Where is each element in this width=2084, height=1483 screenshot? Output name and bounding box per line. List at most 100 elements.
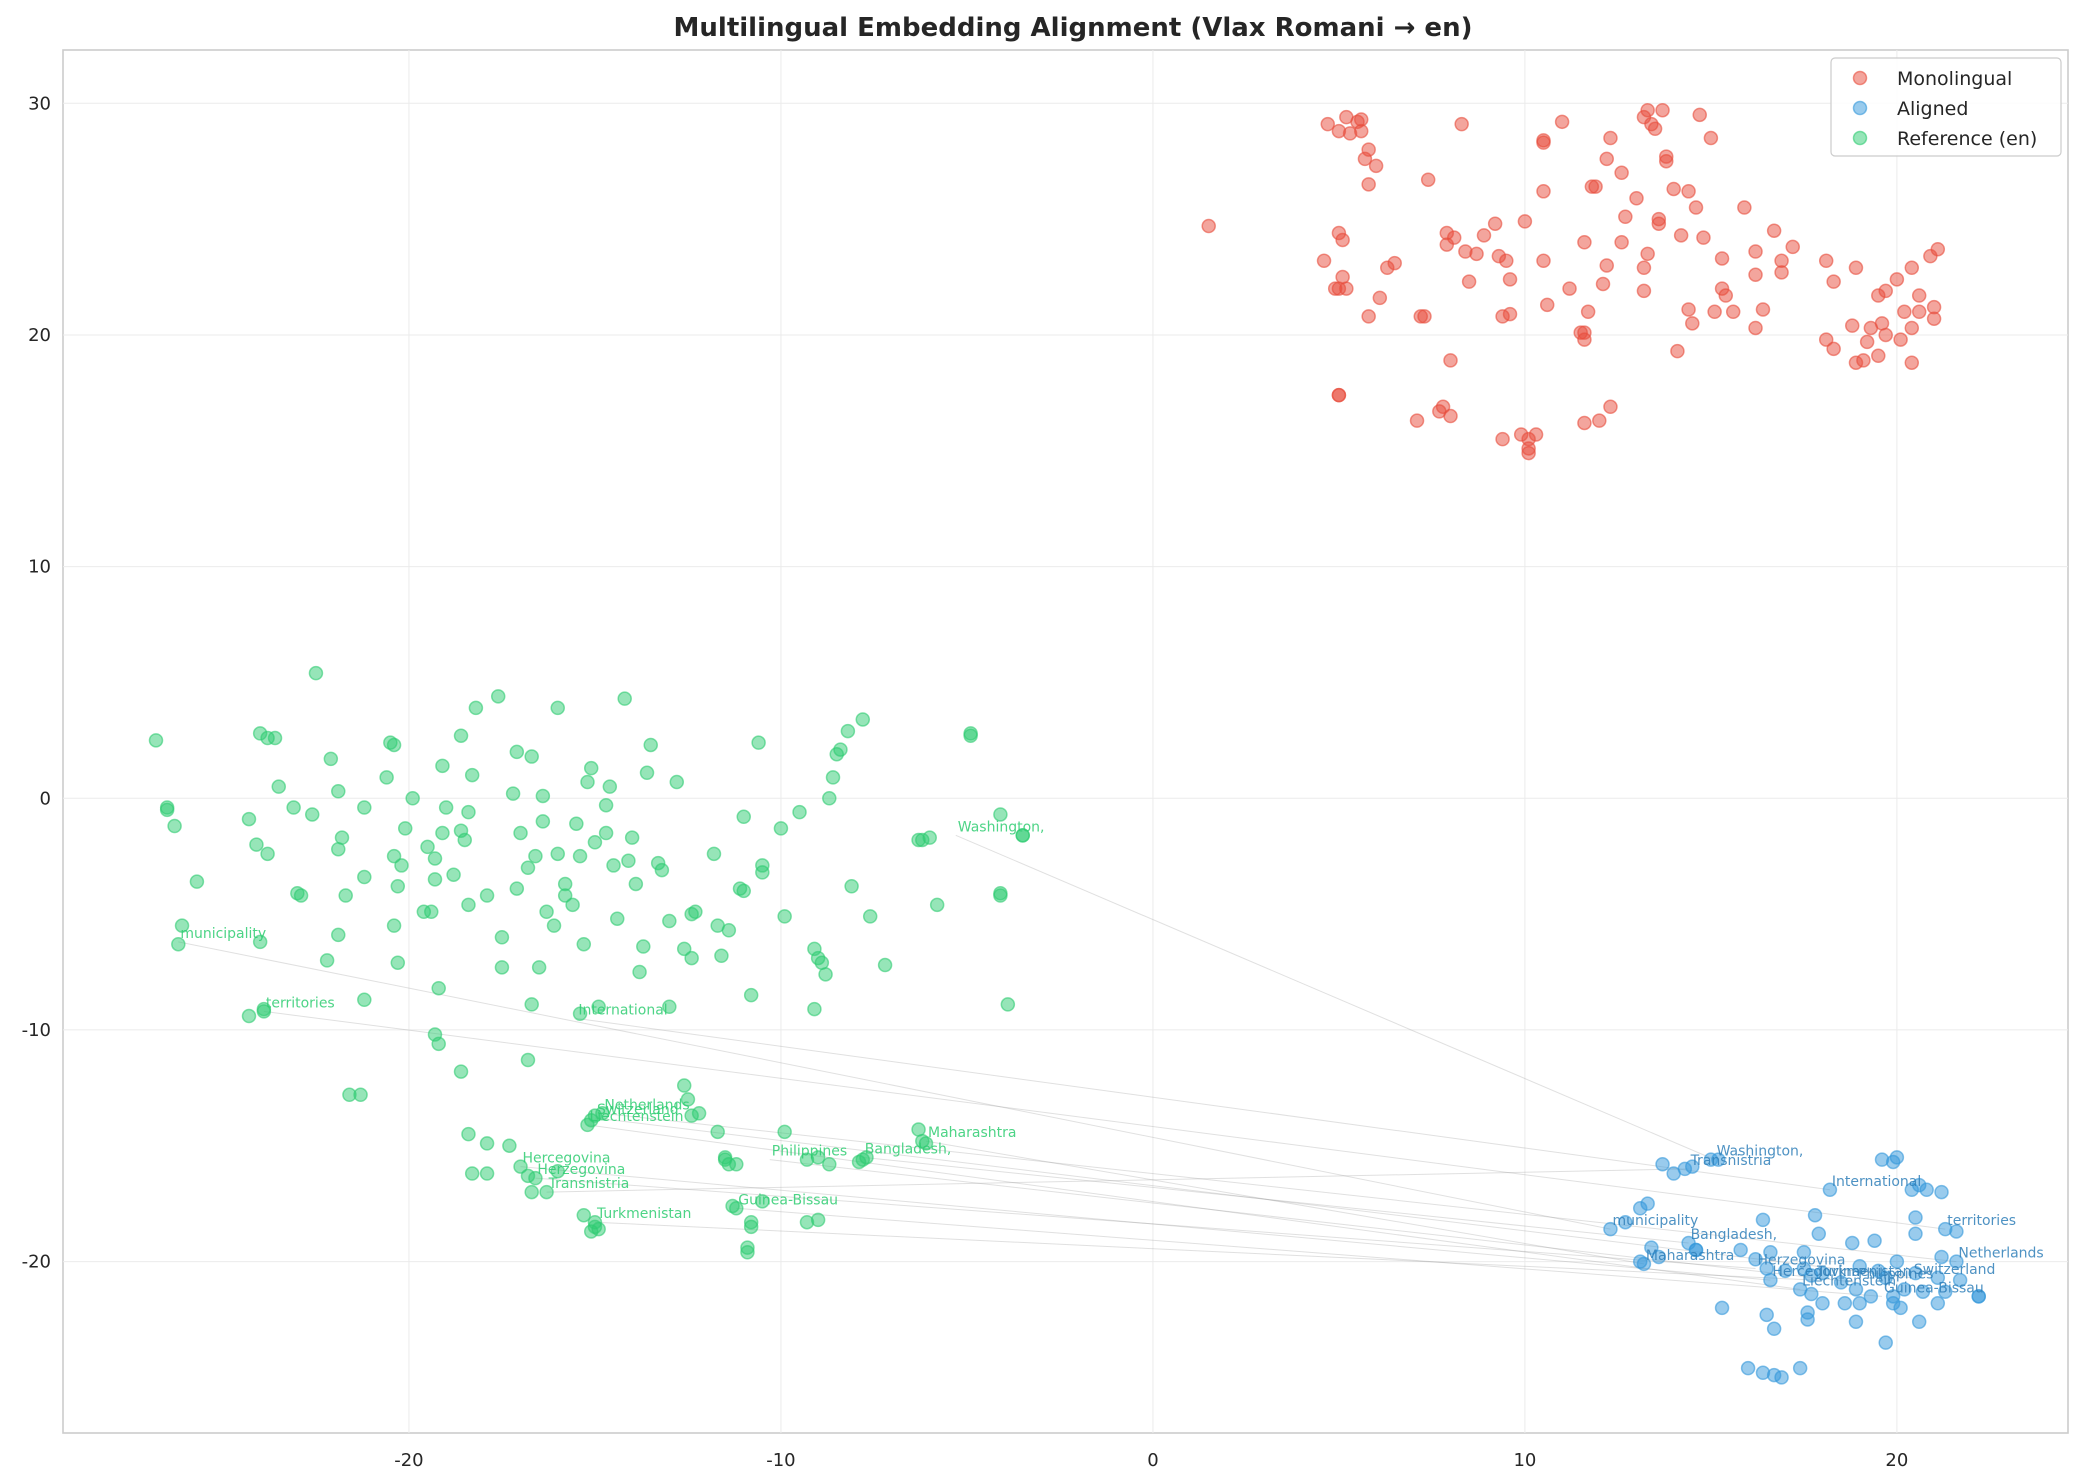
data-point (1897, 1282, 1912, 1297)
reference-point-label: territories (266, 995, 335, 1011)
data-point (810, 1212, 826, 1228)
data-point (840, 723, 856, 739)
data-point (602, 779, 618, 794)
data-point (1740, 1360, 1756, 1376)
data-point (572, 848, 588, 864)
reference-point-label: Guinea-Bissau (738, 1192, 838, 1208)
data-point (1792, 1360, 1808, 1376)
reference-point-label: Herzegovina (537, 1162, 625, 1178)
data-point (676, 1078, 692, 1093)
data-point (1878, 327, 1893, 343)
data-point (1618, 209, 1633, 225)
data-point (1848, 355, 1864, 370)
data-point (710, 1124, 725, 1140)
data-point (929, 897, 945, 913)
y-tick-label: 20 (28, 325, 51, 346)
data-point (1878, 283, 1893, 299)
data-point (606, 858, 621, 873)
data-point (390, 879, 406, 894)
data-point (1443, 408, 1458, 424)
data-point (1599, 151, 1614, 167)
data-point (524, 1184, 539, 1200)
aligned-point-label: Switzerland (1914, 1262, 1996, 1278)
data-point (446, 867, 461, 882)
data-point (565, 897, 580, 913)
data-point (1871, 348, 1886, 364)
reference-point-label: Netherlands (604, 1097, 689, 1113)
data-point (1885, 1289, 1901, 1304)
data-point (509, 744, 525, 760)
data-point (717, 1152, 733, 1167)
data-point (1487, 216, 1503, 231)
aligned-point-label: territories (1947, 1213, 2016, 1229)
reference-point-label: Turkmenistan (596, 1206, 691, 1222)
data-point (1469, 246, 1484, 262)
data-point (1461, 274, 1477, 289)
data-point (331, 784, 346, 799)
data-point (1517, 214, 1533, 229)
data-point (1409, 413, 1425, 428)
data-point (684, 950, 699, 966)
data-point (1655, 1157, 1670, 1172)
data-point (639, 765, 655, 781)
data-point (1718, 288, 1734, 303)
data-point (1685, 1159, 1700, 1174)
data-point (1711, 1152, 1726, 1167)
data-point (539, 904, 554, 920)
data-point (286, 800, 301, 815)
reference-point-label: Maharashtra (928, 1125, 1016, 1141)
data-point (1539, 297, 1555, 313)
data-point (1554, 114, 1570, 130)
data-point (1934, 1184, 1949, 1200)
data-point (271, 779, 287, 794)
data-point (691, 1106, 707, 1121)
data-point (1748, 1252, 1763, 1267)
data-point (397, 821, 413, 836)
data-point (256, 1001, 272, 1017)
data-point (1911, 288, 1927, 303)
data-point (1893, 332, 1908, 347)
aligned-point-label: Netherlands (1958, 1246, 2043, 1262)
data-point (1807, 1207, 1823, 1223)
data-point (1949, 1254, 1964, 1269)
data-point (1361, 177, 1376, 192)
data-point (1759, 1307, 1774, 1323)
data-point (583, 760, 599, 776)
data-point (1908, 1210, 1923, 1225)
data-point (1889, 1150, 1905, 1165)
aligned-point-label: Herzegovina (1758, 1253, 1846, 1269)
data-point (1495, 431, 1510, 447)
data-point (308, 665, 324, 681)
plot-area: Washington, municipality territories Intern… (62, 49, 2069, 1434)
data-point (591, 999, 606, 1014)
data-point (1476, 228, 1492, 243)
data-point (174, 918, 190, 933)
reference-point-label: Hercegovina (523, 1151, 611, 1167)
data-point (241, 811, 257, 827)
data-point (1937, 1284, 1953, 1299)
legend-marker-icon (1852, 70, 1868, 86)
data-point (621, 853, 636, 869)
data-point (357, 992, 372, 1008)
series-reference-en (148, 665, 1030, 1260)
data-point (420, 839, 435, 855)
data-point (1707, 304, 1722, 320)
data-point (1911, 1314, 1927, 1330)
data-point (379, 770, 394, 785)
data-point (643, 737, 658, 753)
reference-point-label: municipality (180, 926, 266, 942)
data-point (1904, 260, 1920, 276)
data-point (1725, 304, 1741, 320)
alignment-line (520, 1166, 1771, 1281)
data-point (922, 830, 937, 845)
data-point (1502, 272, 1518, 287)
data-point (1640, 246, 1655, 262)
x-axis-ticks: -20 -10 0 10 20 (394, 1450, 1908, 1471)
data-point (524, 749, 539, 764)
data-point (528, 1170, 543, 1186)
data-point (654, 862, 670, 878)
data-point (494, 930, 510, 945)
aligned-point-label: International (1832, 1174, 1921, 1190)
data-point (1811, 1226, 1827, 1242)
data-point (1015, 828, 1030, 843)
